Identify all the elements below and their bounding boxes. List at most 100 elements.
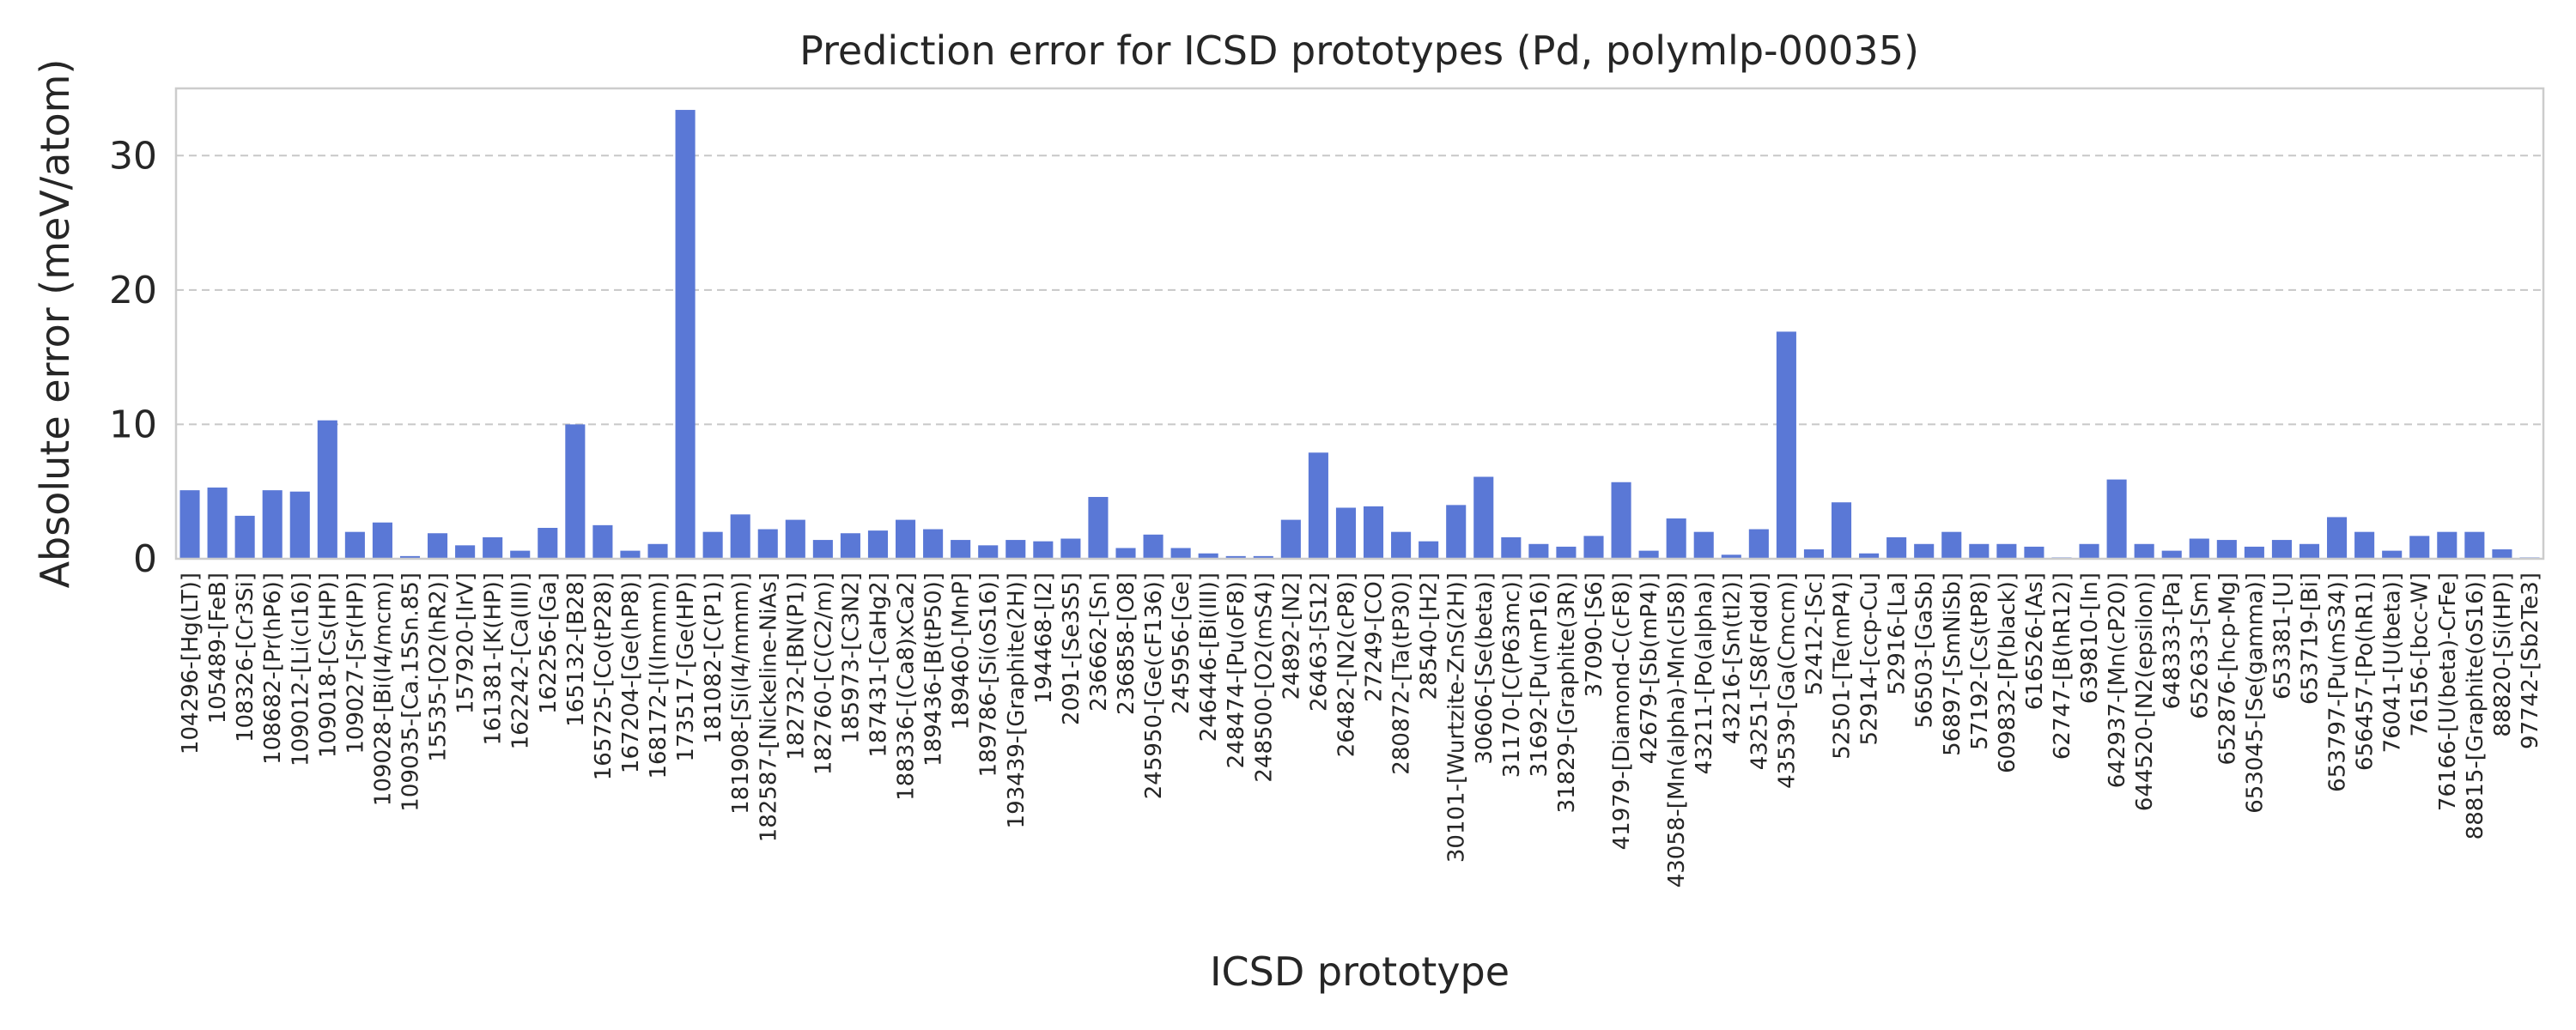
bar [1859,553,1880,559]
x-tick-label: 236662-[Sn] [1086,573,1112,712]
x-tick-label: 109035-[Ca.15Sn.85] [398,573,423,812]
x-tick-label: 26482-[N2(cP8)] [1334,573,1359,757]
y-tick-label: 30 [109,134,157,178]
bar [1473,476,1494,559]
x-tick-label: 609832-[P(black)] [1995,573,2020,773]
bar [1941,531,1962,559]
x-tick-label: 652633-[Sm] [2187,573,2213,719]
bar [1666,518,1686,559]
bar [1501,536,1522,559]
bar [1721,554,1741,559]
x-tick-label: 76156-[bcc-W] [2408,573,2433,737]
bar [510,550,531,559]
x-tick-label: 52412-[Sc] [1801,573,1827,695]
bar [1886,536,1907,559]
bar [1611,482,1631,559]
bar [1308,452,1328,559]
x-tick-label: 167204-[Ge(hP8)] [618,573,644,773]
bar [2271,540,2292,559]
x-tick-label: 76166-[U(beta)-CrFe] [2435,573,2461,811]
x-tick-label: 57192-[Cs(tP8)] [1967,573,1993,750]
bar [1638,550,1659,559]
x-axis-ticks: 104296-[Hg(LT)] 105489-[FeB] 108326-[Cr3Si… [178,573,2543,888]
x-tick-label: 280872-[Ta(tP30)] [1389,573,1415,775]
x-tick-label: 108326-[Cr3Si] [233,573,258,742]
x-tick-label: 37090-[S6] [1582,573,1607,697]
x-tick-label: 173517-[Ge(HP)] [673,573,699,762]
x-tick-label: 109027-[Sr(HP)] [343,573,368,754]
bar [483,536,503,559]
x-tick-label: 43058-[Mn(alpha)-Mn(cI58)] [1664,573,1690,888]
x-tick-label: 181908-[Si(I4/mmm)] [728,573,754,815]
bar [207,488,228,559]
x-tick-label: 109018-[Cs(HP)] [315,573,341,758]
x-tick-label: 653381-[U] [2269,573,2295,700]
bar [1280,519,1301,559]
bar [2299,543,2320,559]
bar [592,524,613,559]
x-tick-label: 52914-[ccp-Cu] [1857,573,1883,746]
x-tick-label: 642937-[Mn(cP20)] [2105,573,2130,788]
x-tick-label: 24892-[N2] [1279,573,1304,700]
x-tick-label: 248500-[O2(mS4)] [1251,573,1277,783]
y-tick-label: 10 [109,403,157,446]
bar [1996,543,2017,559]
bar [867,530,889,559]
x-tick-label: 182587-[Nickeline-NiAs] [756,573,781,842]
x-tick-label: 2091-[Se3S5] [1059,573,1084,725]
bar [2134,543,2154,559]
x-tick-label: 653719-[Bi] [2298,573,2324,705]
bar [1005,540,1026,559]
x-tick-label: 56897-[SmNiSb] [1940,573,1965,756]
bar [2409,536,2430,559]
x-tick-label: 76041-[U(beta)] [2380,573,2406,753]
x-tick-label: 639810-[In] [2077,573,2103,704]
x-tick-label: 653045-[Se(gamma)] [2242,573,2268,814]
x-tick-label: 30606-[Se(beta)] [1472,573,1498,765]
bar [978,545,999,559]
bar [2216,540,2237,559]
x-tick-label: 162256-[Ga] [536,573,562,714]
bar [620,550,641,559]
bar [428,533,448,559]
bar [895,519,916,559]
x-tick-label: 245950-[Ge(cF136)] [1141,573,1167,799]
x-tick-label: 185973-[C3N2] [838,573,864,744]
bar [1363,506,1384,559]
bar [2464,531,2485,559]
bar [647,543,668,559]
x-tick-label: 653797-[Pu(mS34)] [2325,573,2351,792]
bar [565,424,586,559]
x-tick-label: 41979-[Diamond-C(cF8)] [1609,573,1635,850]
x-tick-label: 31692-[Pu(mP16)] [1527,573,1552,777]
bar [2106,479,2127,559]
bar [757,529,778,559]
x-tick-label: 644520-[N2(epsilon)] [2132,573,2158,811]
x-tick-label: 168172-[I(Immm)] [646,573,671,779]
x-tick-label: 165132-[B28] [563,573,589,727]
x-tick-label: 194468-[I2] [1031,573,1057,704]
x-tick-label: 28540-[H2] [1417,573,1443,700]
x-tick-label: 88820-[Si(HP)] [2490,573,2516,737]
x-tick-label: 27249-[CO] [1362,573,1388,702]
bar [1419,541,1439,559]
bar [1060,538,1081,559]
x-tick-label: 97742-[Sb2Te3] [2518,573,2543,749]
bar [234,515,255,559]
bar [344,531,365,559]
bar [812,540,833,559]
x-tick-label: 26463-[S12] [1306,573,1332,712]
x-tick-label: 52501-[Te(mP4)] [1830,573,1856,760]
bar [1693,531,1714,559]
bar [785,519,805,559]
x-tick-label: 108682-[Pr(hP6)] [260,573,286,765]
x-tick-label: 31170-[C(P63mc)] [1499,573,1525,778]
x-tick-label: 157920-[IrV] [453,573,479,714]
x-tick-label: 30101-[Wurtzite-ZnS(2H)] [1444,573,1470,863]
bar [399,555,421,559]
bar [179,490,200,559]
bar [840,533,860,559]
x-tick-label: 189436-[B(tP50)] [921,573,947,766]
